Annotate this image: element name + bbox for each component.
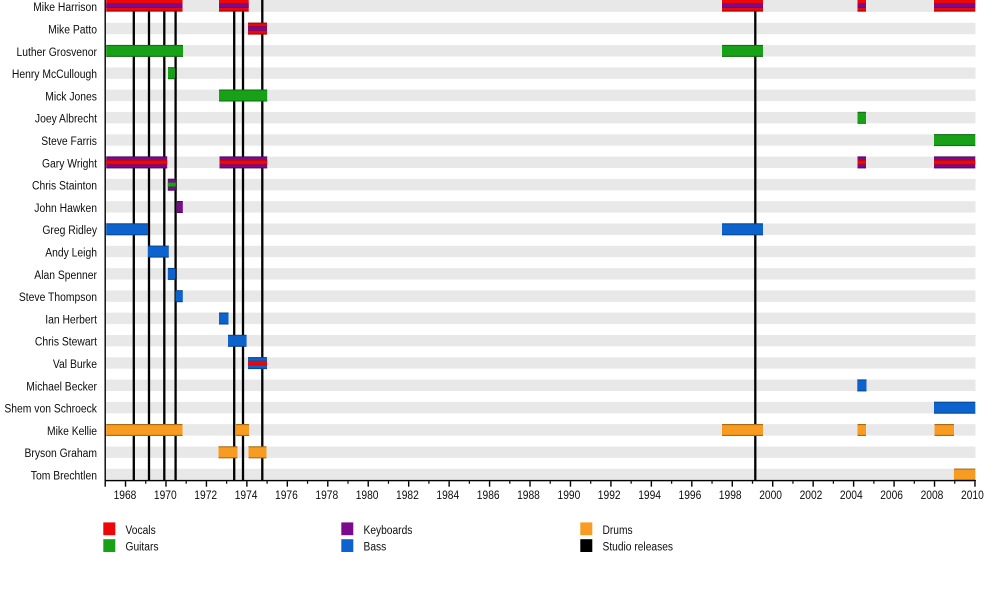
svg-text:Bryson Graham: Bryson Graham — [25, 448, 98, 460]
svg-text:Mike Harrison: Mike Harrison — [33, 2, 97, 14]
svg-text:1974: 1974 — [235, 490, 258, 502]
svg-text:Guitars: Guitars — [126, 542, 159, 554]
svg-text:Chris Stainton: Chris Stainton — [32, 181, 97, 193]
svg-text:1994: 1994 — [638, 490, 661, 502]
svg-text:1980: 1980 — [356, 490, 379, 502]
svg-text:1996: 1996 — [679, 490, 702, 502]
svg-text:Bass: Bass — [364, 542, 387, 554]
svg-text:Michael Becker: Michael Becker — [26, 381, 97, 393]
svg-text:Greg Ridley: Greg Ridley — [42, 225, 97, 237]
svg-text:John Hawken: John Hawken — [34, 203, 97, 215]
svg-text:1988: 1988 — [517, 490, 540, 502]
svg-text:Mick Jones: Mick Jones — [45, 91, 97, 103]
svg-text:Val Burke: Val Burke — [53, 359, 97, 371]
svg-text:Steve Farris: Steve Farris — [41, 136, 97, 148]
svg-text:Chris Stewart: Chris Stewart — [35, 337, 98, 349]
svg-text:2002: 2002 — [800, 490, 823, 502]
svg-text:Steve Thompson: Steve Thompson — [19, 292, 97, 304]
svg-text:1970: 1970 — [154, 490, 177, 502]
svg-text:2006: 2006 — [880, 490, 903, 502]
svg-text:2010: 2010 — [961, 490, 984, 502]
svg-text:Henry McCullough: Henry McCullough — [12, 69, 97, 81]
svg-text:1986: 1986 — [477, 490, 500, 502]
svg-text:Studio releases: Studio releases — [603, 542, 674, 554]
svg-text:Tom Brechtlen: Tom Brechtlen — [31, 471, 97, 483]
svg-text:Andy Leigh: Andy Leigh — [45, 248, 97, 260]
svg-text:Joey Albrecht: Joey Albrecht — [35, 114, 98, 126]
svg-text:2008: 2008 — [921, 490, 944, 502]
svg-text:1998: 1998 — [719, 490, 742, 502]
svg-text:Mike Kellie: Mike Kellie — [47, 426, 97, 438]
svg-text:Luther Grosvenor: Luther Grosvenor — [17, 47, 98, 59]
svg-text:1992: 1992 — [598, 490, 621, 502]
svg-text:Keyboards: Keyboards — [364, 525, 413, 537]
svg-text:1978: 1978 — [315, 490, 338, 502]
svg-text:1990: 1990 — [558, 490, 581, 502]
svg-text:1982: 1982 — [396, 490, 419, 502]
svg-text:Gary Wright: Gary Wright — [42, 158, 98, 170]
svg-text:Ian Herbert: Ian Herbert — [45, 314, 98, 326]
svg-text:Shem von Schroeck: Shem von Schroeck — [4, 404, 97, 416]
svg-text:2004: 2004 — [840, 490, 863, 502]
svg-text:1976: 1976 — [275, 490, 298, 502]
svg-text:1972: 1972 — [194, 490, 217, 502]
svg-text:Mike Patto: Mike Patto — [48, 25, 97, 37]
svg-text:1984: 1984 — [436, 490, 459, 502]
svg-text:Alan Spenner: Alan Spenner — [34, 270, 97, 282]
svg-text:Drums: Drums — [603, 525, 633, 537]
svg-text:1968: 1968 — [114, 490, 137, 502]
svg-text:Vocals: Vocals — [126, 525, 156, 537]
svg-text:2000: 2000 — [759, 490, 782, 502]
